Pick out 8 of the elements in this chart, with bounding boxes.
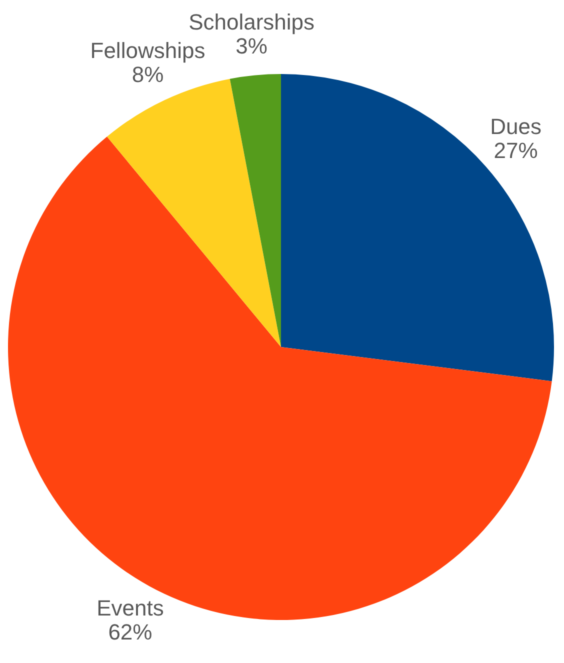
data-label: 8% [132,62,164,87]
data-label: 3% [236,33,268,58]
data-label: 27% [494,138,538,164]
slice-label: Fellowships [90,38,206,63]
data-label: 62% [108,619,152,644]
slice-label: Scholarships [188,9,315,34]
slice-label: Dues [490,114,542,140]
slice-label: Events [96,595,164,620]
